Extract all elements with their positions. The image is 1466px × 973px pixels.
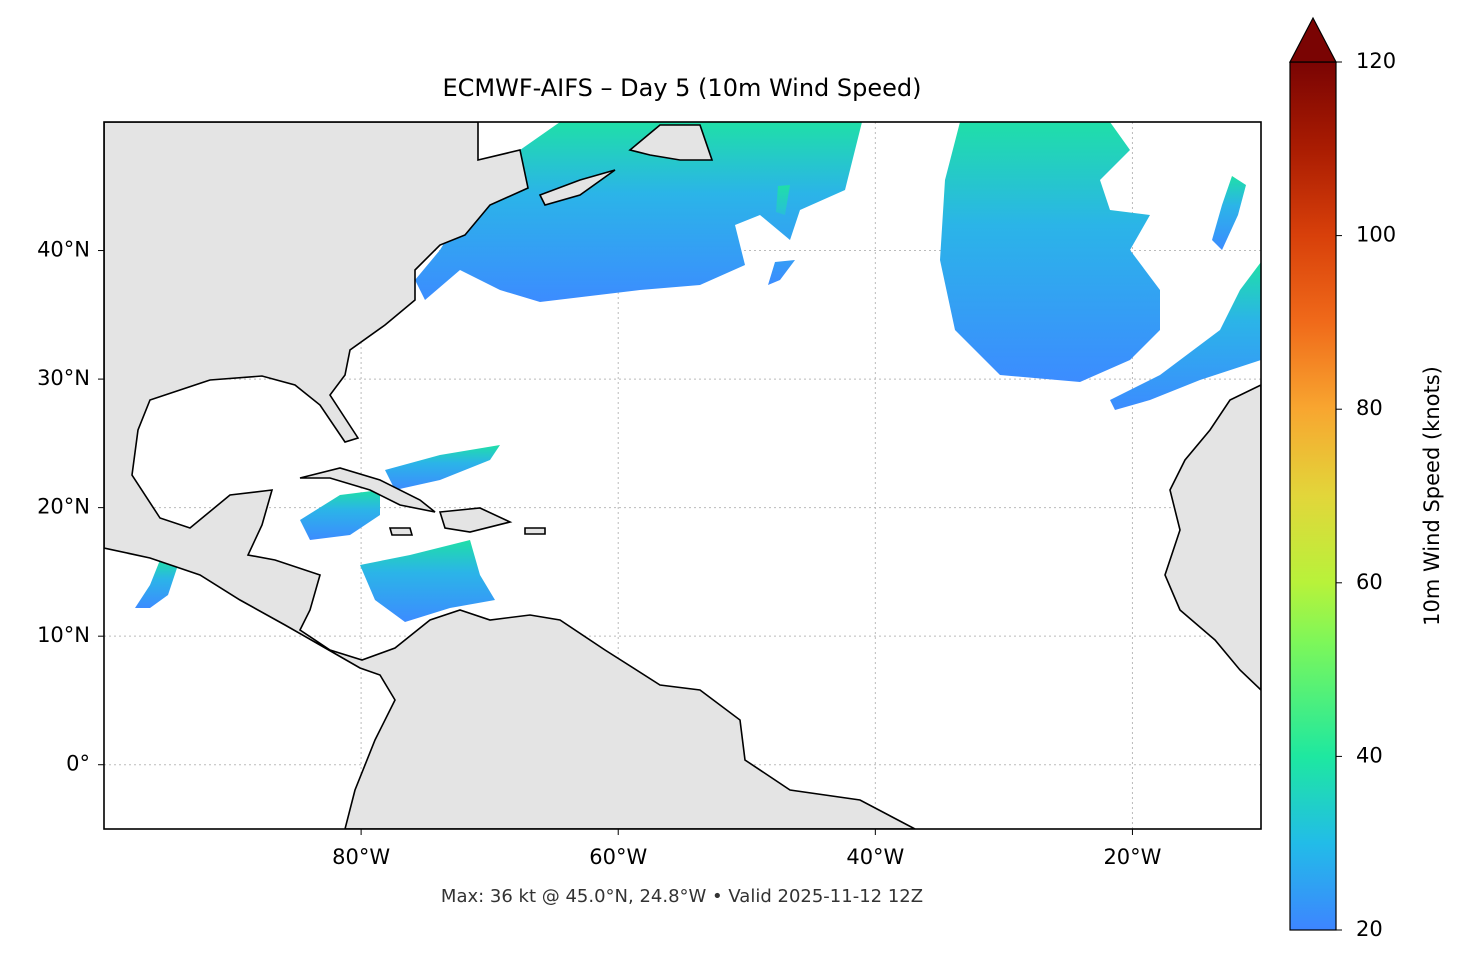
colorbar-tick-label: 20 — [1356, 917, 1383, 941]
y-tick-label: 30°N — [37, 366, 90, 390]
wind-area — [768, 185, 795, 285]
y-tick-label: 10°N — [37, 623, 90, 647]
land-cuba — [299, 467, 436, 513]
x-tick-label: 40°W — [846, 845, 904, 869]
wind-area — [360, 540, 495, 622]
x-tick-label: 60°W — [589, 845, 647, 869]
wind-area — [1110, 262, 1261, 410]
land-puerto-rico — [524, 527, 546, 535]
land-nova-scotia — [538, 169, 616, 206]
colorbar-tick-label: 120 — [1356, 49, 1396, 73]
land-jamaica — [388, 527, 414, 536]
colorbar-tick-label: 100 — [1356, 223, 1396, 247]
x-tick-label: 80°W — [332, 845, 390, 869]
map-frame — [103, 121, 1262, 830]
land-americas — [104, 122, 916, 829]
colorbar-tick-label: 60 — [1356, 570, 1383, 594]
wind-area — [135, 560, 178, 608]
wind-area — [940, 122, 1160, 382]
colorbar: 10m Wind Speed (knots) 20 40 60 80 100 120 — [1289, 16, 1444, 941]
colorbar-extension — [1289, 16, 1337, 63]
y-tick-label: 40°N — [37, 238, 90, 262]
map-area — [104, 122, 1261, 829]
land-hispaniola — [438, 507, 513, 533]
x-tick-label: 20°W — [1103, 845, 1161, 869]
wind-area — [300, 490, 380, 540]
chart-title: ECMWF-AIFS – Day 5 (10m Wind Speed) — [442, 74, 921, 102]
wind-area — [1212, 176, 1246, 250]
colorbar-body — [1289, 61, 1337, 931]
colorbar-tick-label: 40 — [1356, 743, 1383, 767]
wind-area — [415, 122, 862, 302]
land — [104, 122, 1261, 829]
land-newfoundland — [628, 124, 714, 161]
y-tick-label: 20°N — [37, 495, 90, 519]
land-africa — [1164, 384, 1261, 692]
colorbar-tick-label: 80 — [1356, 396, 1383, 420]
y-tick-label: 0° — [66, 752, 90, 776]
colorbar-label: 10m Wind Speed (knots) — [1420, 366, 1444, 626]
footer-note: Max: 36 kt @ 45.0°N, 24.8°W • Valid 2025… — [441, 886, 923, 907]
wind-area — [385, 445, 500, 490]
